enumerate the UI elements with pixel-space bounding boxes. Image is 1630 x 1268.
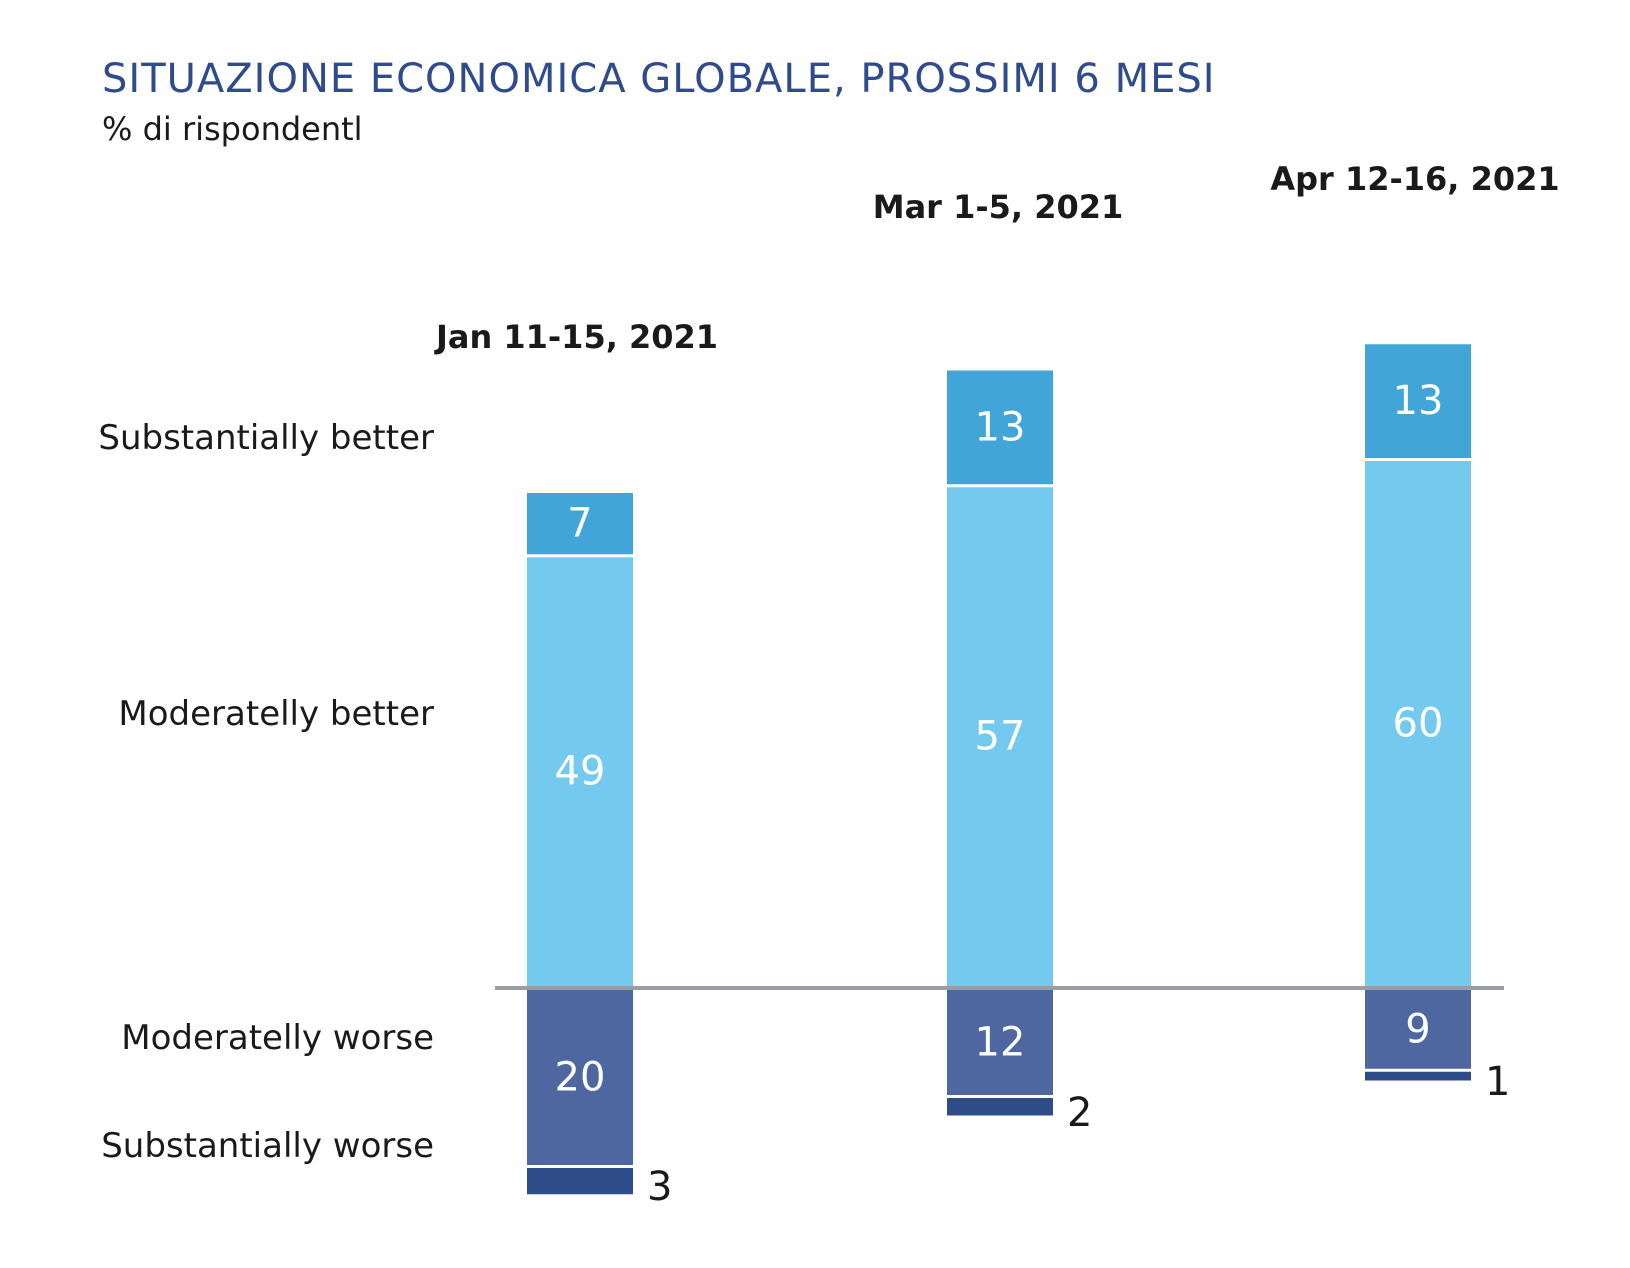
bar-moderately_better-2 (1365, 461, 1471, 986)
chart-title: SITUAZIONE ECONOMICA GLOBALE, PROSSIMI 6… (102, 56, 1216, 102)
date-label-jan: Jan 11-15, 2021 (435, 318, 719, 356)
bar-substantially_worse-2 (1365, 1071, 1471, 1081)
value-label-substantially_worse-1: 2 (1067, 1090, 1092, 1136)
row-label-substantially-worse: Substantially worse (101, 1126, 434, 1166)
value-label-moderately_better-1: 57 (975, 714, 1026, 760)
bar-moderately_better-0 (527, 557, 633, 986)
value-label-moderately_better-2: 60 (1393, 701, 1444, 747)
bar-moderately_worse-2 (1365, 990, 1471, 1069)
value-label-substantially_better-1: 13 (975, 404, 1026, 450)
bar-substantially_better-2 (1365, 344, 1471, 458)
bar-substantially_better-0 (527, 493, 633, 555)
row-label-moderately-better: Moderatelly better (118, 694, 434, 734)
value-label-moderately_worse-0: 20 (555, 1055, 606, 1101)
date-label-mar: Mar 1-5, 2021 (872, 188, 1124, 226)
bar-substantially_better-1 (947, 370, 1053, 485)
row-label-substantially-better: Substantially better (98, 418, 434, 458)
bar-moderately_worse-1 (947, 990, 1053, 1095)
value-label-substantially_worse-0: 3 (647, 1164, 672, 1210)
bar-substantially_worse-0 (527, 1168, 633, 1195)
value-label-moderately_worse-1: 12 (975, 1020, 1026, 1066)
value-label-moderately_better-0: 49 (555, 749, 606, 795)
bar-moderately_better-1 (947, 487, 1053, 986)
row-label-moderately-worse: Moderatelly worse (121, 1018, 434, 1058)
bar-moderately_worse-0 (527, 990, 633, 1165)
date-label-apr: Apr 12-16, 2021 (1270, 160, 1560, 198)
bar-substantially_worse-1 (947, 1098, 1053, 1116)
value-label-substantially_worse-2: 1 (1485, 1059, 1510, 1105)
value-label-substantially_better-2: 13 (1393, 378, 1444, 424)
value-label-substantially_better-0: 7 (567, 501, 592, 547)
chart-subtitle: % di rispondentl (102, 110, 363, 148)
value-label-moderately_worse-2: 9 (1405, 1006, 1430, 1052)
